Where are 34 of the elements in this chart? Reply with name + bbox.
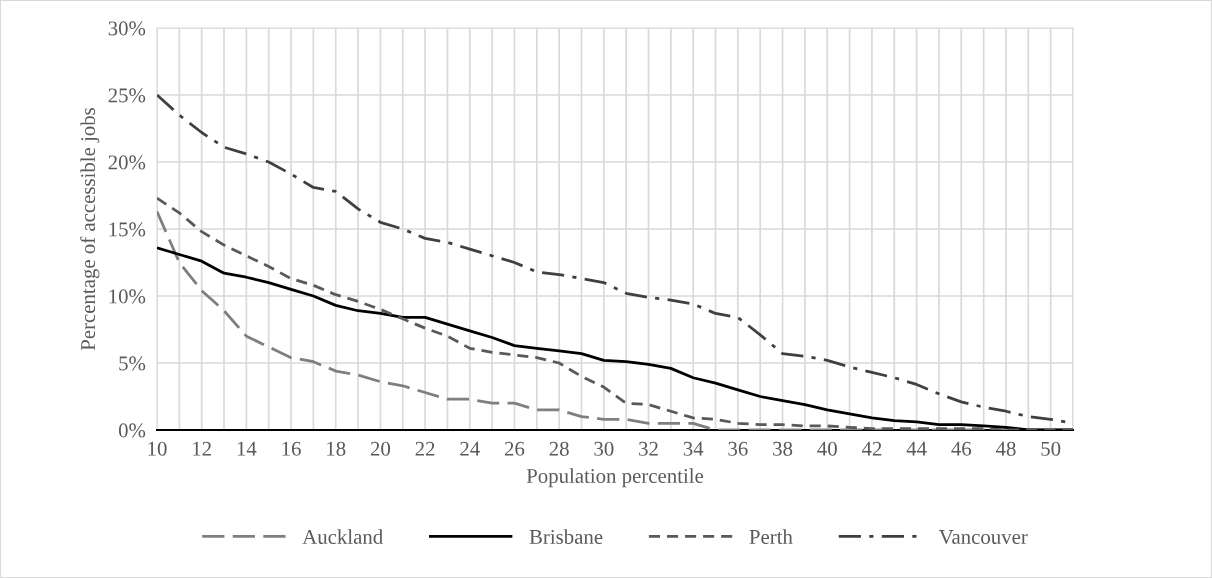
x-tick-label: 48: [995, 441, 1016, 456]
x-tick-label: 38: [773, 441, 793, 456]
x-tick-label: 40: [817, 441, 837, 456]
x-tick-label: 44: [906, 441, 927, 456]
legend-label: Brisbane: [529, 529, 603, 544]
y-tick-label: 25%: [108, 88, 146, 103]
x-tick-label: 12: [193, 441, 211, 456]
x-tick-label: 20: [370, 441, 391, 456]
x-tick-label: 50: [1041, 441, 1061, 456]
x-tick-label: 34: [683, 441, 704, 456]
legend-label: Vancouver: [938, 530, 1028, 545]
x-tick-label: 22: [415, 441, 435, 456]
x-tick-label: 10: [148, 441, 167, 456]
x-tick-label: 24: [460, 441, 480, 456]
x-tick-label: 32: [639, 441, 658, 456]
x-tick-label: 28: [549, 441, 569, 456]
x-tick-label: 16: [282, 441, 301, 456]
legend-label: Perth: [749, 529, 793, 544]
x-tick-label: 30: [594, 441, 614, 456]
x-axis-title: Population percentile: [526, 468, 704, 488]
y-tick-label: 10%: [109, 289, 146, 304]
y-tick-label: 0%: [118, 423, 146, 438]
x-tick-label: 36: [728, 441, 748, 456]
x-tick-label: 42: [861, 441, 882, 456]
y-tick-label: 20%: [108, 155, 146, 170]
x-tick-label: 46: [951, 441, 972, 456]
x-tick-label: 14: [237, 441, 257, 456]
y-tick-label: 15%: [109, 222, 146, 237]
legend-label: Auckland: [302, 529, 383, 544]
x-tick-label: 26: [504, 441, 525, 456]
y-tick-label: 5%: [119, 356, 146, 371]
x-tick-label: 18: [327, 441, 346, 456]
y-tick-label: 30%: [108, 21, 146, 36]
y-axis-title: Percentage of accessible jobs: [80, 107, 100, 351]
